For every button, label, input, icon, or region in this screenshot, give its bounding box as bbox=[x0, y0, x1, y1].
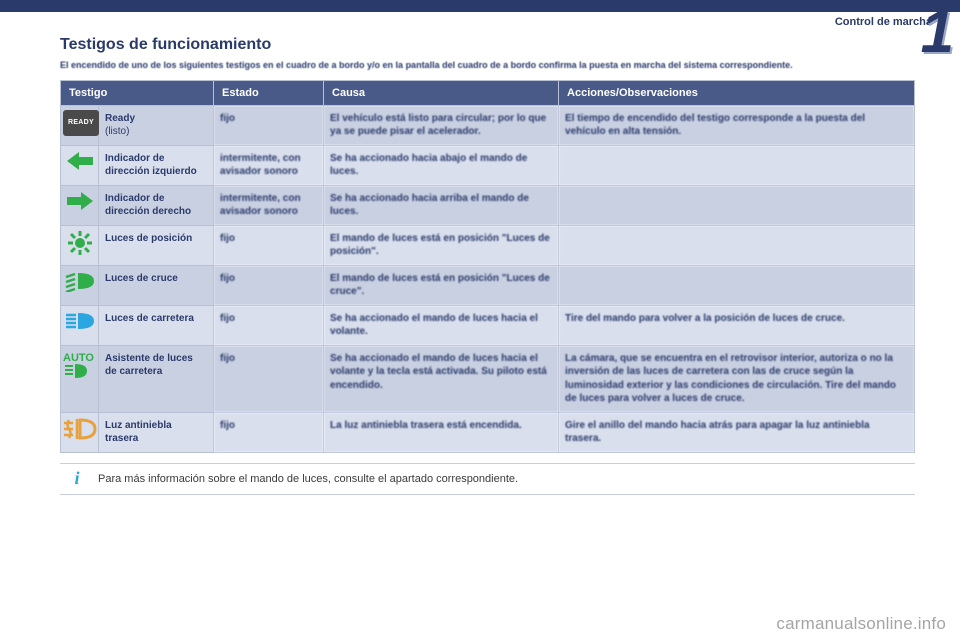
header-row: Control de marcha bbox=[0, 12, 960, 28]
info-icon: i bbox=[68, 470, 86, 488]
estado-cell: fijo bbox=[214, 345, 324, 412]
watermark: carmanualsonline.info bbox=[776, 614, 946, 634]
indicator-icon-cell: READY bbox=[61, 105, 99, 145]
indicator-icon-cell bbox=[61, 145, 99, 185]
position-lights-icon bbox=[65, 230, 95, 256]
arrow-left-icon bbox=[65, 150, 95, 172]
page-root: { "breadcrumb": "Control de marcha", "ti… bbox=[0, 0, 960, 640]
table-row: AUTO Asistente de luces de carreterafijo… bbox=[61, 345, 915, 412]
acciones-cell: La cámara, que se encuentra en el retrov… bbox=[559, 345, 915, 412]
causa-cell: La luz antiniebla trasera está encendida… bbox=[324, 412, 559, 452]
estado-cell: fijo bbox=[214, 412, 324, 452]
col-acciones: Acciones/Observaciones bbox=[559, 80, 915, 105]
indicator-icon-cell bbox=[61, 265, 99, 305]
acciones-cell bbox=[559, 225, 915, 265]
top-bar bbox=[0, 0, 960, 12]
indicator-icon-cell: AUTO bbox=[61, 345, 99, 412]
table-body: READYReady(listo)fijoEl vehículo está li… bbox=[61, 105, 915, 452]
low-beam-icon bbox=[64, 270, 96, 292]
indicator-name: Luces de carretera bbox=[99, 305, 214, 345]
svg-text:AUTO: AUTO bbox=[63, 352, 94, 364]
acciones-cell bbox=[559, 185, 915, 225]
indicator-name: Indicador de dirección derecho bbox=[99, 185, 214, 225]
col-testigo: Testigo bbox=[61, 80, 214, 105]
estado-cell: fijo bbox=[214, 265, 324, 305]
indicator-name: Asistente de luces de carretera bbox=[99, 345, 214, 412]
page-title: Testigos de funcionamiento bbox=[60, 36, 930, 54]
estado-cell: intermitente, con avisador sonoro bbox=[214, 185, 324, 225]
col-estado: Estado bbox=[214, 80, 324, 105]
footer-note: i Para más información sobre el mando de… bbox=[60, 463, 915, 495]
causa-cell: El vehículo está listo para circular; po… bbox=[324, 105, 559, 145]
table-row: Luces de crucefijoEl mando de luces está… bbox=[61, 265, 915, 305]
ready-icon: READY bbox=[63, 110, 99, 136]
estado-cell: intermitente, con avisador sonoro bbox=[214, 145, 324, 185]
table-row: Indicador de dirección izquierdointermit… bbox=[61, 145, 915, 185]
table-row: Luces de posiciónfijoEl mando de luces e… bbox=[61, 225, 915, 265]
arrow-right-icon bbox=[65, 190, 95, 212]
table-row: Luz antiniebla traserafijoLa luz antinie… bbox=[61, 412, 915, 452]
high-beam-icon bbox=[64, 310, 96, 332]
estado-cell: fijo bbox=[214, 225, 324, 265]
content: Testigos de funcionamiento El encendido … bbox=[0, 28, 960, 453]
table-head: Testigo Estado Causa Acciones/Observacio… bbox=[61, 80, 915, 105]
indicator-icon-cell bbox=[61, 305, 99, 345]
causa-cell: Se ha accionado el mando de luces hacia … bbox=[324, 305, 559, 345]
rear-fog-icon bbox=[63, 417, 97, 441]
indicator-name: Luces de cruce bbox=[99, 265, 214, 305]
estado-cell: fijo bbox=[214, 105, 324, 145]
causa-cell: El mando de luces está en posición "Luce… bbox=[324, 225, 559, 265]
intro-text: El encendido de uno de los siguientes te… bbox=[60, 60, 930, 72]
acciones-cell: El tiempo de encendido del testigo corre… bbox=[559, 105, 915, 145]
estado-cell: fijo bbox=[214, 305, 324, 345]
acciones-cell: Gire el anillo del mando hacia atrás par… bbox=[559, 412, 915, 452]
table-row: Indicador de dirección derechointermiten… bbox=[61, 185, 915, 225]
breadcrumb: Control de marcha bbox=[835, 16, 932, 28]
indicator-table: Testigo Estado Causa Acciones/Observacio… bbox=[60, 80, 915, 453]
indicator-name: Indicador de dirección izquierdo bbox=[99, 145, 214, 185]
indicator-name: Luz antiniebla trasera bbox=[99, 412, 214, 452]
auto-high-beam-icon: AUTO bbox=[63, 350, 99, 380]
acciones-cell bbox=[559, 265, 915, 305]
section-number: 1 bbox=[921, 2, 954, 62]
causa-cell: El mando de luces está en posición "Luce… bbox=[324, 265, 559, 305]
acciones-cell: Tire del mando para volver a la posición… bbox=[559, 305, 915, 345]
indicator-icon-cell bbox=[61, 412, 99, 452]
indicator-name: Luces de posición bbox=[99, 225, 214, 265]
indicator-icon-cell bbox=[61, 185, 99, 225]
table-row: Luces de carreterafijoSe ha accionado el… bbox=[61, 305, 915, 345]
indicator-icon-cell bbox=[61, 225, 99, 265]
causa-cell: Se ha accionado el mando de luces hacia … bbox=[324, 345, 559, 412]
acciones-cell bbox=[559, 145, 915, 185]
footer-text: Para más información sobre el mando de l… bbox=[98, 473, 518, 485]
causa-cell: Se ha accionado hacia arriba el mando de… bbox=[324, 185, 559, 225]
indicator-name: Ready(listo) bbox=[99, 105, 214, 145]
col-causa: Causa bbox=[324, 80, 559, 105]
causa-cell: Se ha accionado hacia abajo el mando de … bbox=[324, 145, 559, 185]
table-row: READYReady(listo)fijoEl vehículo está li… bbox=[61, 105, 915, 145]
